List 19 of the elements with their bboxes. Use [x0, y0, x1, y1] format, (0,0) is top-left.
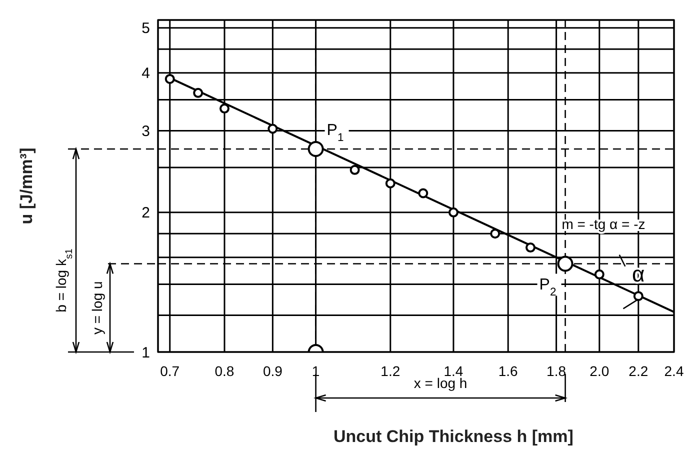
- x-tick-label: 2.0: [590, 362, 610, 379]
- x-tick-label: 2.4: [664, 362, 684, 379]
- y-tick-label: 1: [142, 344, 150, 362]
- text: u [J/mm³]: [17, 148, 36, 224]
- annotation: P$_{2}$: [539, 276, 556, 299]
- x-tick-label: 0.8: [214, 362, 234, 379]
- x-tick-label: 1.8: [546, 362, 566, 379]
- x-axis-title: Uncut Chip Thickness h [mm]: [334, 427, 574, 446]
- x-tick-label: 0.9: [262, 362, 283, 379]
- y-tick-label: 3: [142, 123, 150, 140]
- x-tick-label: 1.6: [498, 362, 518, 379]
- y-tick-label: 5: [142, 20, 150, 38]
- annotation: P$_{1}$: [326, 122, 344, 144]
- x-tick-label: 0.7: [160, 362, 180, 379]
- y-tick-label: 2: [142, 204, 150, 222]
- x-tick-label: 1.2: [380, 362, 400, 379]
- y-tick-label: 4: [142, 65, 150, 82]
- x-tick-label: 2.2: [628, 362, 648, 379]
- text: y = log u: [89, 281, 105, 335]
